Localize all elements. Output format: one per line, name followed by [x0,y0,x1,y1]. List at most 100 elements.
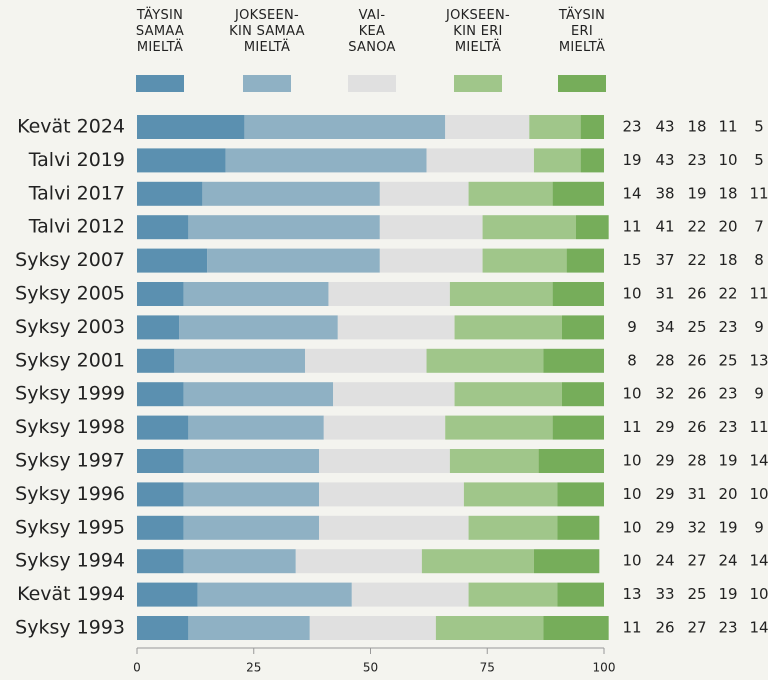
value-label: 11 [749,418,768,436]
value-label: 37 [655,251,674,269]
value-label: 41 [655,218,674,236]
value-label: 29 [655,452,674,470]
bar-segment [137,382,184,407]
bar-segment [468,582,558,607]
y-tick-label: Syksy 2005 [15,283,125,305]
bar-segment [529,115,581,139]
bar-segment [309,616,436,640]
value-label: 20 [718,485,737,503]
bar-segment [244,115,446,139]
value-label: 14 [622,184,641,202]
bar-segment [557,515,600,540]
value-label: 8 [627,351,637,369]
value-label: 28 [655,351,674,369]
value-label: 26 [687,351,706,369]
bar-segment [533,549,600,574]
value-label: 18 [718,184,737,202]
bar-segment [337,315,455,340]
bar-segment [183,282,329,306]
bar-segment [435,616,544,640]
legend-label: JOKSEEN- KIN ERI MIELTÄ [445,8,511,55]
bar-segment [351,582,469,607]
bar-segment [137,482,184,507]
bar-segment [207,248,380,273]
y-tick-label: Talvi 2019 [28,149,125,171]
bar-segment [137,616,189,640]
value-label: 38 [655,184,674,202]
legend-swatch [243,75,291,92]
value-label: 10 [622,518,641,536]
value-label: 26 [687,285,706,303]
bar-segment [225,148,427,173]
bar-segment [183,382,334,407]
legend-swatch [558,75,606,92]
legend-label: TÄYSIN SAMAA MIELTÄ [135,8,185,55]
value-label: 10 [622,452,641,470]
bar-segment [575,215,609,240]
value-label: 29 [655,518,674,536]
value-label: 25 [718,351,737,369]
value-label: 25 [687,318,706,336]
value-label: 32 [655,385,674,403]
value-label: 24 [655,552,674,570]
bar-segment [137,215,189,240]
value-label: 10 [749,585,768,603]
bar-segment [137,282,184,306]
bar-segment [137,248,208,273]
value-label: 7 [754,218,764,236]
bar-segment [543,616,609,640]
bar-segment [552,181,604,206]
value-label: 8 [754,251,764,269]
bar-segment [137,549,184,574]
legend-swatch [136,75,184,92]
y-tick-label: Syksy 1997 [15,450,125,472]
bar-segment [379,248,483,273]
value-label: 9 [754,318,764,336]
bar-segment [482,215,576,240]
bar-segment [188,215,380,240]
value-label: 11 [749,184,768,202]
value-label: 31 [687,485,706,503]
value-label: 23 [622,118,641,136]
value-label: 10 [622,552,641,570]
value-label: 10 [622,385,641,403]
legend-label: JOKSEEN- KIN SAMAA MIELTÄ [229,8,305,55]
y-tick-label: Syksy 1998 [15,416,125,438]
bar-segment [449,282,553,306]
value-label: 22 [718,285,737,303]
x-tick-label: 75 [480,661,495,675]
bar-segment [137,148,226,173]
value-label: 43 [655,118,674,136]
bar-segment [557,582,604,607]
value-label: 23 [718,385,737,403]
value-label: 14 [749,452,768,470]
bar-segment [174,348,306,373]
value-label: 22 [687,251,706,269]
bar-segment [426,348,544,373]
x-tick-label: 0 [133,661,141,675]
value-label: 9 [627,318,637,336]
value-label: 23 [718,318,737,336]
value-label: 19 [718,452,737,470]
value-label: 23 [718,619,737,637]
bar-segment [379,181,469,206]
y-tick-label: Syksy 2003 [15,316,125,338]
x-tick-label: 25 [246,661,261,675]
value-label: 28 [687,452,706,470]
value-label: 20 [718,218,737,236]
bar-segment [183,482,320,507]
value-label: 9 [754,385,764,403]
value-label: 27 [687,619,706,637]
value-label: 13 [749,351,768,369]
bar-segment [561,315,604,340]
value-label: 11 [622,418,641,436]
y-tick-label: Syksy 1999 [15,383,125,405]
legend-label: VAI- KEA SANOA [348,8,396,55]
value-label: 23 [718,418,737,436]
bar-segment [137,582,198,607]
y-tick-label: Syksy 1994 [15,550,125,572]
y-tick-label: Talvi 2012 [28,216,125,238]
bar-segment [137,348,175,373]
